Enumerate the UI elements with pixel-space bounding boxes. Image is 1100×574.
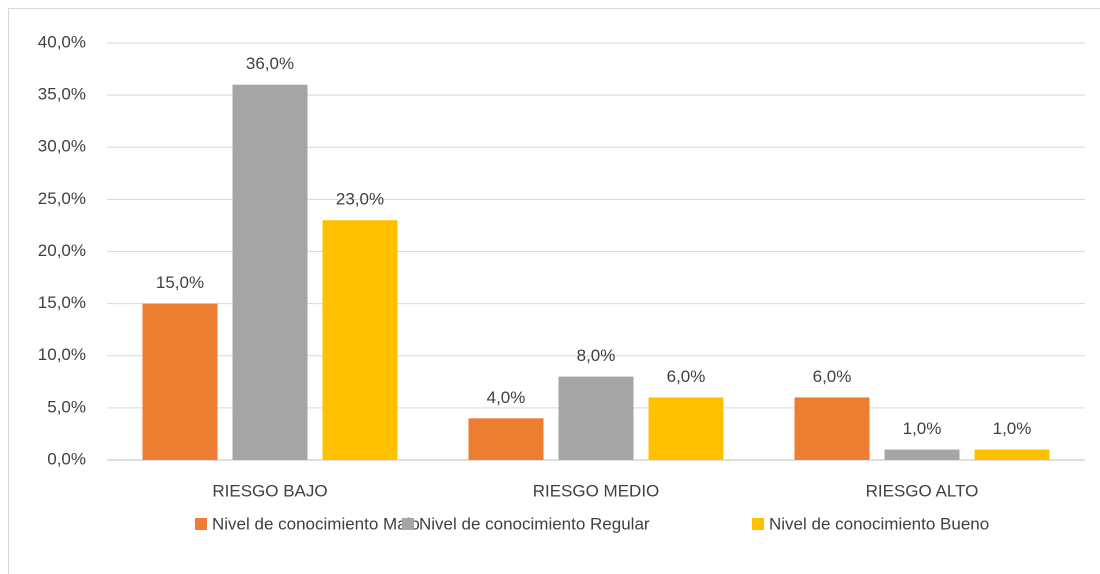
value-label: 6,0% [813, 367, 852, 386]
bar [558, 376, 634, 460]
bar [232, 84, 308, 460]
legend-swatch [752, 518, 764, 530]
x-tick-label: RIESGO BAJO [212, 481, 327, 500]
chart-frame [8, 8, 1100, 574]
value-label: 23,0% [336, 190, 384, 209]
bar [322, 220, 398, 460]
legend-label: Nivel de conocimiento Regular [419, 514, 650, 533]
bar [142, 303, 218, 460]
bar [974, 449, 1050, 460]
legend-swatch [402, 518, 414, 530]
y-tick-label: 10,0% [38, 345, 86, 364]
x-tick-label: RIESGO MEDIO [533, 481, 660, 500]
bar [648, 397, 724, 460]
legend-label: Nivel de conocimiento Bueno [769, 514, 989, 533]
bar [884, 449, 960, 460]
legend-swatch [195, 518, 207, 530]
value-label: 15,0% [156, 273, 204, 292]
y-tick-label: 15,0% [38, 293, 86, 312]
y-tick-label: 20,0% [38, 241, 86, 260]
bar [468, 418, 544, 460]
y-tick-label: 35,0% [38, 85, 86, 104]
value-label: 6,0% [667, 367, 706, 386]
value-label: 1,0% [993, 419, 1032, 438]
y-tick-label: 5,0% [47, 397, 86, 416]
value-label: 4,0% [487, 388, 526, 407]
value-label: 8,0% [577, 346, 616, 365]
legend-label: Nivel de conocimiento Malo [212, 514, 420, 533]
y-tick-label: 40,0% [38, 32, 86, 51]
value-label: 1,0% [903, 419, 942, 438]
y-tick-label: 0,0% [47, 449, 86, 468]
bar [794, 397, 870, 460]
value-label: 36,0% [246, 54, 294, 73]
x-tick-label: RIESGO ALTO [866, 481, 979, 500]
y-tick-label: 30,0% [38, 137, 86, 156]
y-tick-label: 25,0% [38, 189, 86, 208]
